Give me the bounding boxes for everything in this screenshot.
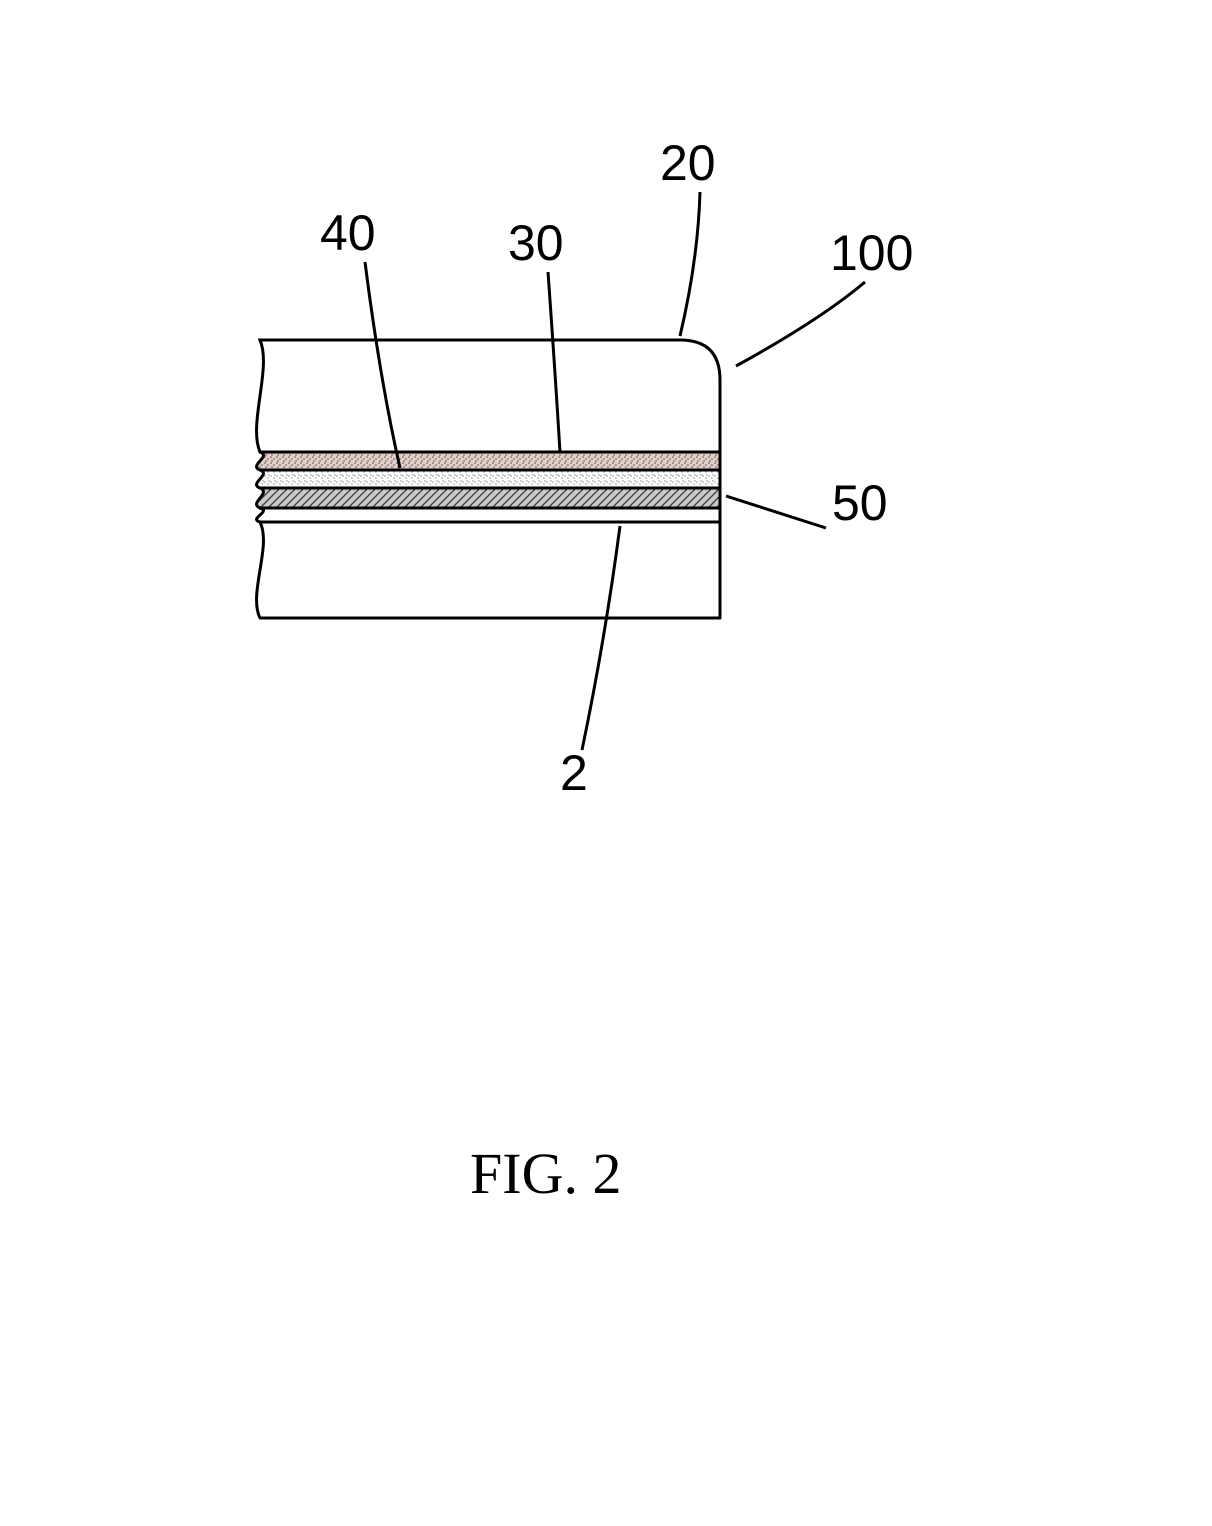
layer-2: [257, 522, 720, 618]
layer-20: [257, 340, 720, 452]
leader-50: [726, 496, 826, 528]
label-100: 100: [830, 225, 913, 281]
label-20: 20: [660, 135, 716, 191]
layer-40: [257, 470, 720, 488]
gap-layer: [257, 508, 720, 522]
label-2: 2: [560, 745, 588, 801]
layer-50: [257, 488, 720, 508]
label-50: 50: [832, 475, 888, 531]
label-40: 40: [320, 205, 376, 261]
leader-20: [680, 192, 700, 336]
leader-100: [736, 282, 865, 366]
figure-2-diagram: 40 30 20 100 50 2: [0, 0, 1212, 1526]
figure-caption: FIG. 2: [470, 1140, 621, 1207]
label-30: 30: [508, 215, 564, 271]
layer-30: [257, 452, 720, 470]
